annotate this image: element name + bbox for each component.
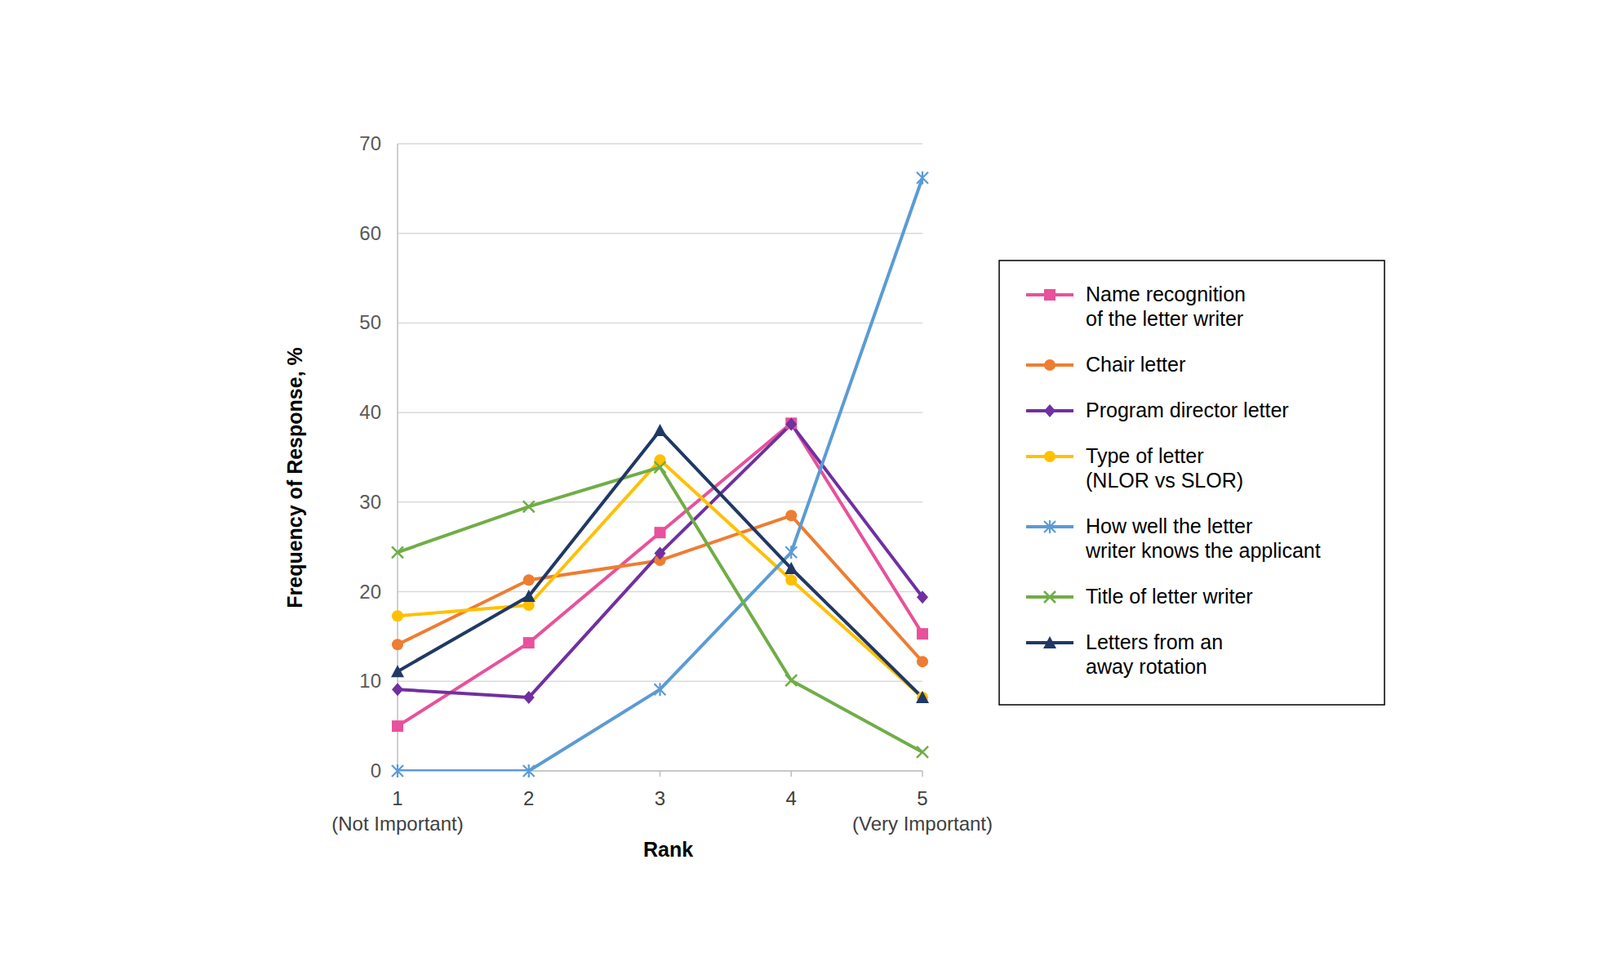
point (653, 423, 667, 436)
point (916, 746, 929, 758)
markers (391, 171, 929, 778)
point (785, 417, 797, 431)
grid-line (397, 322, 923, 325)
legend-marker (1044, 520, 1056, 534)
legend-label-line: Chair letter (1085, 352, 1186, 376)
legend-label-line: (NLOR vs SLOR) (1085, 468, 1244, 492)
point (916, 627, 929, 640)
grid-line (397, 142, 923, 145)
y-axis-title: Frequency of Response, % (283, 346, 307, 609)
legend-label-line: How well the letter (1085, 514, 1253, 538)
lines (397, 177, 923, 771)
point (391, 720, 404, 732)
point (523, 636, 535, 649)
point (785, 573, 797, 586)
x-tick (921, 770, 924, 777)
legend-marker (1044, 450, 1056, 463)
x-tick-label: 4 (786, 786, 797, 809)
y-tick-label: 30 (359, 490, 382, 513)
point (916, 655, 929, 667)
point (784, 561, 798, 574)
x-tick-label: 1 (391, 786, 403, 809)
legend-label-line: away rotation (1085, 654, 1208, 678)
point (916, 590, 929, 604)
legend-label-line: of the letter writer (1085, 306, 1244, 330)
annotation: (Not Important) (331, 812, 463, 835)
point (916, 171, 929, 185)
annotation: (Very Important) (852, 812, 993, 835)
x-tick-label: 3 (654, 786, 666, 809)
legend-label-line: Type of letter (1085, 444, 1205, 467)
legend-box (999, 260, 1385, 705)
point (391, 764, 404, 778)
point (391, 682, 404, 696)
point (523, 500, 535, 512)
y-tick-label: 60 (359, 222, 382, 245)
y-tick-label: 70 (359, 132, 382, 155)
point (523, 764, 535, 778)
legend-marker (1044, 288, 1056, 301)
point (785, 509, 797, 521)
series-line (397, 459, 923, 698)
point (654, 526, 667, 538)
legend-label: How well the letterwriter knows the appl… (1084, 514, 1321, 562)
point (785, 545, 797, 559)
point (391, 546, 404, 558)
x-tick-label: 2 (523, 786, 534, 809)
legend-label-line: Title of letter writer (1085, 584, 1254, 608)
series-line (397, 466, 923, 752)
series-line (397, 423, 923, 698)
series-line (397, 515, 923, 662)
legend-label-line: writer knows the applicant (1084, 538, 1321, 562)
x-tick-label: 5 (916, 786, 928, 809)
grid-line (397, 680, 923, 683)
legend-label: Program director letter (1085, 398, 1289, 422)
y-tick-label: 50 (359, 311, 382, 334)
x-tick (659, 770, 662, 777)
legend-label: Type of letter(NLOR vs SLOR) (1085, 444, 1244, 492)
point (915, 690, 929, 703)
legend-label-line: Letters from an (1085, 630, 1223, 654)
point (523, 690, 535, 704)
point (523, 573, 535, 586)
series-line (397, 177, 923, 771)
grid-line (397, 411, 923, 414)
x-axis-title: Rank (643, 837, 694, 861)
y-tick-label: 40 (359, 400, 382, 423)
legend-marker (1044, 404, 1056, 418)
legend-marker (1043, 635, 1057, 649)
legend-marker (1044, 591, 1056, 603)
x-tick (791, 770, 793, 777)
legend-label: Title of letter writer (1085, 584, 1254, 608)
legend-marker (1044, 359, 1056, 371)
y-tick-label: 20 (359, 580, 382, 603)
point (522, 589, 536, 602)
grid-line (397, 501, 923, 503)
point (916, 691, 929, 703)
point (391, 664, 405, 677)
grid-line (397, 232, 923, 235)
point (654, 546, 667, 560)
point (654, 682, 667, 696)
legend-label: Name recognitionof the letter writer (1085, 282, 1246, 330)
grid-line (397, 591, 923, 593)
legend-label: Chair letter (1085, 352, 1186, 376)
point (391, 638, 404, 650)
legend-label: Letters from anaway rotation (1085, 630, 1223, 678)
point (785, 674, 797, 686)
point (654, 461, 667, 473)
chart: 0 10 20 30 40 50 60 70 1 2 3 4 5 (Not Important) (Very… (0, 0, 1600, 980)
legend-label-line: Name recognition (1085, 282, 1246, 306)
series-line (397, 430, 923, 698)
y-tick-label: 10 (359, 669, 382, 692)
y-tick-label: 0 (370, 759, 382, 782)
legend-label-line: Program director letter (1085, 398, 1289, 422)
point (391, 609, 404, 622)
